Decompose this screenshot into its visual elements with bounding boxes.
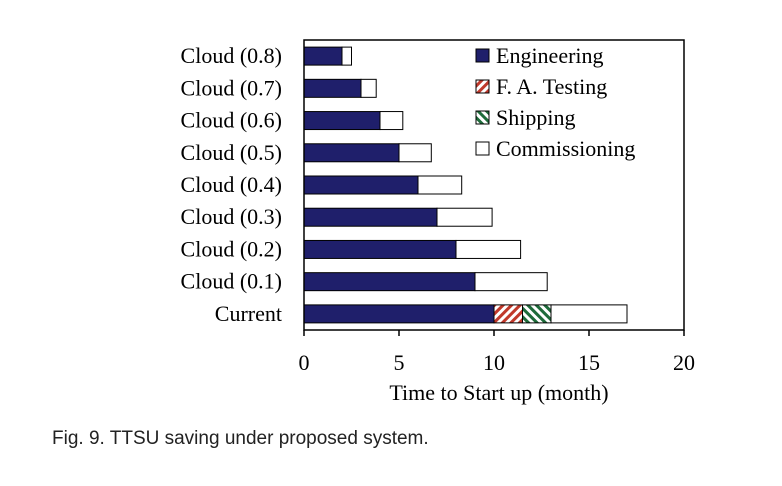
legend-swatch bbox=[475, 141, 490, 156]
bar-segment bbox=[522, 304, 552, 324]
legend-swatch bbox=[475, 79, 490, 94]
legend-label: Engineering bbox=[496, 43, 604, 68]
bar-segment bbox=[379, 111, 404, 131]
legend-swatch bbox=[475, 110, 490, 125]
category-label: Cloud (0.2) bbox=[181, 236, 282, 261]
legend: Engineering F. A. Testing Shipping Commissi… bbox=[475, 43, 635, 161]
figure-caption: Fig. 9. TTSU saving under proposed syste… bbox=[52, 428, 429, 449]
bar-segment bbox=[417, 175, 463, 195]
bar-segment bbox=[360, 78, 377, 98]
legend-label: Shipping bbox=[496, 105, 575, 130]
bar-segment bbox=[341, 46, 352, 66]
bar-segment bbox=[455, 239, 522, 259]
category-label: Cloud (0.5) bbox=[181, 140, 282, 165]
bar-segment bbox=[303, 111, 381, 131]
category-label: Current bbox=[215, 301, 282, 326]
x-axis-label: Time to Start up (month) bbox=[389, 380, 608, 405]
x-tick-label: 0 bbox=[299, 350, 310, 375]
category-label: Cloud (0.4) bbox=[181, 172, 282, 197]
legend-label: Commissioning bbox=[496, 136, 635, 161]
plot-bars bbox=[303, 46, 628, 324]
bar-segment bbox=[303, 207, 438, 227]
bar-segment bbox=[303, 239, 457, 259]
bar-segment bbox=[493, 304, 523, 324]
category-label: Cloud (0.1) bbox=[181, 269, 282, 294]
category-label: Cloud (0.7) bbox=[181, 75, 282, 100]
bar-segment bbox=[303, 143, 400, 163]
bar-segment bbox=[474, 272, 548, 292]
legend-swatch bbox=[475, 48, 490, 63]
x-axis-ticks: 0 5 10 15 20 bbox=[299, 330, 695, 375]
x-tick-label: 20 bbox=[673, 350, 695, 375]
bar-segment bbox=[398, 143, 432, 163]
category-label: Cloud (0.6) bbox=[181, 108, 282, 133]
x-tick-label: 15 bbox=[578, 350, 600, 375]
bar-segment bbox=[303, 272, 476, 292]
bar-segment bbox=[303, 46, 343, 66]
x-tick-label: 10 bbox=[483, 350, 505, 375]
category-label: Cloud (0.3) bbox=[181, 204, 282, 229]
bar-segment bbox=[436, 207, 493, 227]
category-labels: Cloud (0.8) Cloud (0.7) Cloud (0.6) Cloud (… bbox=[181, 43, 282, 326]
ttsu-bar-chart: Cloud (0.8) Cloud (0.7) Cloud (0.6) Cloud (… bbox=[181, 39, 695, 405]
bar-segment bbox=[303, 78, 362, 98]
bar-segment bbox=[550, 304, 628, 324]
x-tick-label: 5 bbox=[394, 350, 405, 375]
category-label: Cloud (0.8) bbox=[181, 43, 282, 68]
legend-label: F. A. Testing bbox=[496, 74, 607, 99]
bar-segment bbox=[303, 175, 419, 195]
bar-segment bbox=[303, 304, 495, 324]
